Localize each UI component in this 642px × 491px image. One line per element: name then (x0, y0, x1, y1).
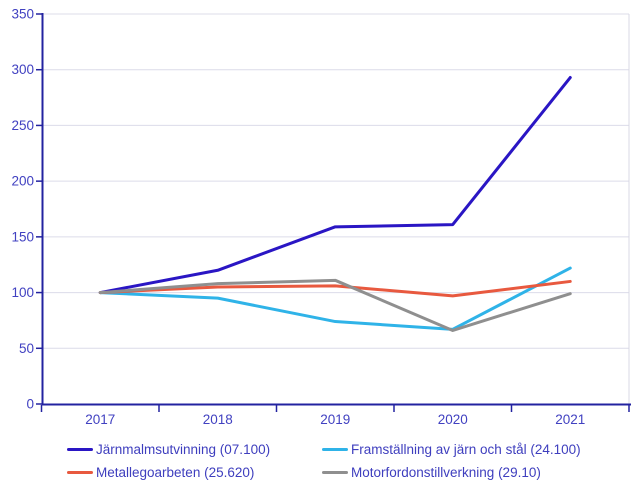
series-lines (98, 76, 572, 332)
svg-text:250: 250 (11, 118, 34, 133)
svg-text:2018: 2018 (203, 412, 233, 427)
svg-text:50: 50 (19, 341, 34, 356)
gridlines (41, 13, 630, 404)
legend: Järnmalmsutvinning (07.100) Framställnin… (67, 441, 581, 481)
svg-text:150: 150 (11, 229, 34, 244)
legend-swatch-navy-line (67, 448, 93, 451)
legend-item-motorfordonstillverkning[interactable]: Motorfordonstillverkning (29.10) (322, 464, 581, 481)
svg-text:0: 0 (26, 397, 34, 412)
svg-text:200: 200 (11, 174, 34, 189)
legend-label: Framställning av järn och stål (24.100) (351, 442, 581, 457)
svg-text:100: 100 (11, 285, 34, 300)
legend-item-jarnmalmsutvinning[interactable]: Järnmalmsutvinning (07.100) (67, 441, 322, 458)
svg-text:2021: 2021 (555, 412, 585, 427)
legend-label: Järnmalmsutvinning (07.100) (96, 442, 271, 457)
legend-swatch-gray-line (322, 471, 348, 474)
chart-plot-area: 0 50 100 150 200 250 300 350 2017 2018 2019 2020 202… (11, 7, 631, 428)
legend-label: Motorfordonstillverkning (29.10) (351, 465, 541, 480)
svg-text:2017: 2017 (85, 412, 115, 427)
axis-tick-labels: 0 50 100 150 200 250 300 350 2017 2018 2019 2020 202… (11, 7, 585, 428)
legend-swatch-cyan-line (322, 448, 348, 451)
legend-item-metallegoarbeten[interactable]: Metallegoarbeten (25.620) (67, 464, 322, 481)
svg-text:2020: 2020 (438, 412, 468, 427)
svg-text:2019: 2019 (320, 412, 350, 427)
legend-swatch-red-line (67, 471, 93, 474)
legend-item-framstallning[interactable]: Framställning av järn och stål (24.100) (322, 441, 581, 458)
axes (36, 13, 631, 412)
svg-text:300: 300 (11, 62, 34, 77)
legend-label: Metallegoarbeten (25.620) (96, 465, 255, 480)
svg-text:350: 350 (11, 7, 34, 22)
